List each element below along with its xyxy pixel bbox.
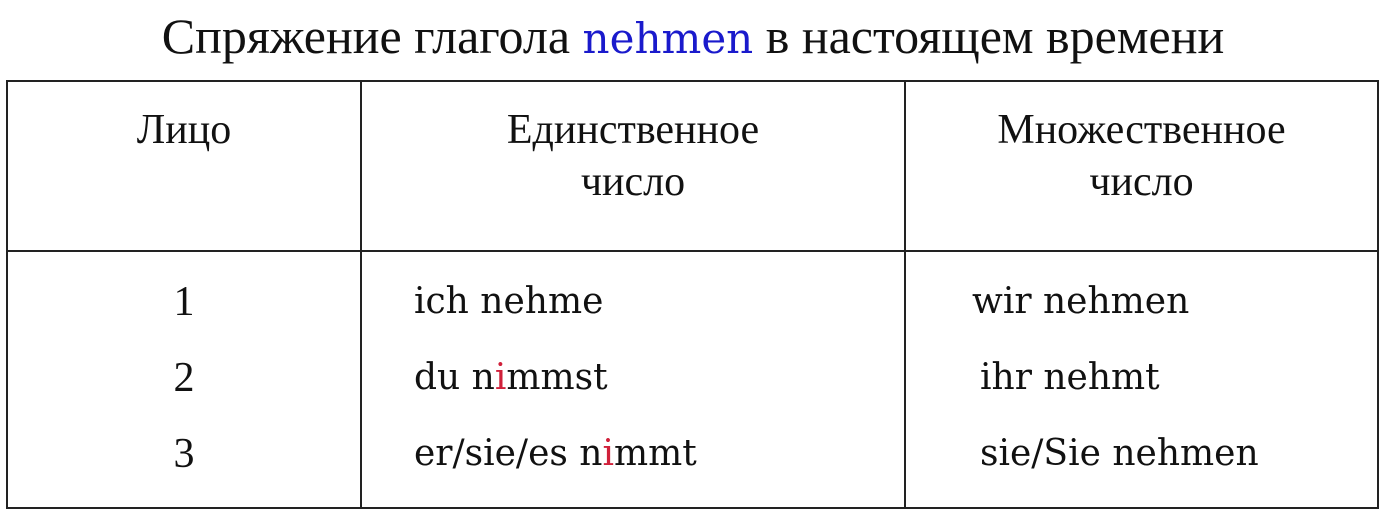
header-row: Лицо Единственное число Множественное чи… bbox=[6, 80, 1379, 252]
form-text: du n bbox=[414, 357, 495, 398]
header-plural: Множественное число bbox=[904, 80, 1379, 252]
singular-form: ich nehme bbox=[414, 278, 903, 354]
header-singular: Единственное число bbox=[360, 80, 906, 252]
person-column: 1 2 3 bbox=[6, 250, 362, 509]
form-text: ich nehme bbox=[414, 281, 604, 322]
form-text: er/sie/es n bbox=[414, 433, 603, 474]
singular-column: ich nehme du nimmst er/sie/es nimmt bbox=[360, 250, 906, 509]
singular-form: er/sie/es nimmt bbox=[414, 430, 903, 506]
plural-column: wir nehmen ihr nehmt sie/Sie nehmen bbox=[904, 250, 1379, 509]
title-text-end: в настоящем времени bbox=[765, 8, 1225, 64]
conjugation-table: Лицо Единственное число Множественное чи… bbox=[6, 80, 1379, 509]
form-text: mmst bbox=[506, 357, 608, 398]
plural-form: wir nehmen bbox=[972, 281, 1190, 322]
singular-form: du nimmst bbox=[414, 354, 903, 430]
person-number: 3 bbox=[173, 431, 195, 477]
title-text: Спряжение глагола bbox=[161, 8, 571, 64]
page-title: Спряжение глагола nehmen в настоящем вре… bbox=[0, 4, 1386, 71]
form-text: mmt bbox=[614, 433, 697, 474]
header-person: Лицо bbox=[6, 80, 362, 252]
header-plural-text: Множественное число bbox=[997, 107, 1286, 205]
highlighted-vowel: i bbox=[602, 433, 614, 474]
plural-form: sie/Sie nehmen bbox=[980, 433, 1259, 474]
plural-form: ihr nehmt bbox=[980, 357, 1160, 398]
person-number: 1 bbox=[173, 279, 195, 325]
title-verb: nehmen bbox=[582, 14, 754, 63]
highlighted-vowel: i bbox=[494, 357, 507, 398]
person-number: 2 bbox=[173, 355, 195, 401]
header-singular-text: Единственное число bbox=[506, 107, 760, 205]
table-row: 1 2 3 ich nehme du nimmst er/sie/es nimm… bbox=[6, 250, 1379, 509]
